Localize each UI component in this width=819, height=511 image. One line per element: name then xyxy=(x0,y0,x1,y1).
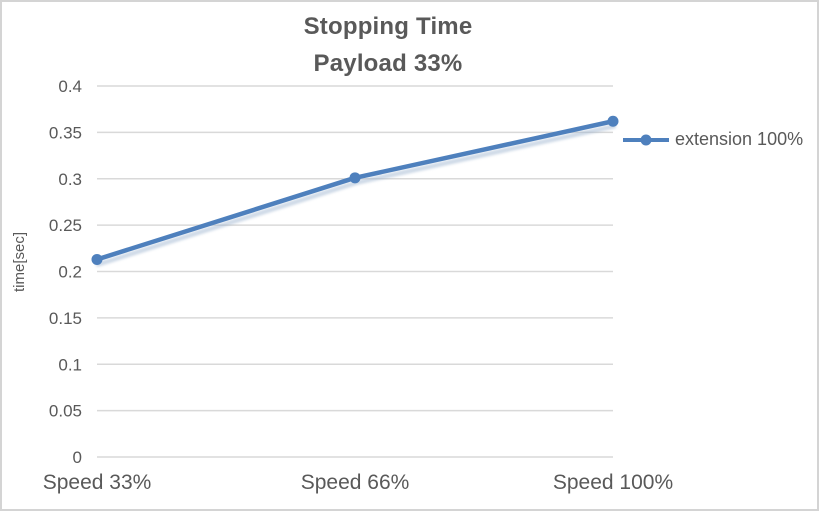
y-tick-label: 0.05 xyxy=(49,402,82,421)
y-tick-label: 0.4 xyxy=(58,77,82,96)
x-category-label: Speed 66% xyxy=(301,471,410,494)
chart-title-line1: Stopping Time xyxy=(303,13,473,40)
y-tick-label: 0.3 xyxy=(58,170,82,189)
legend-label: extension 100% xyxy=(675,129,804,149)
y-tick-label: 0.25 xyxy=(49,216,82,235)
data-point-marker xyxy=(607,115,619,127)
y-tick-label: 0 xyxy=(73,448,82,467)
legend-line-marker-icon xyxy=(623,134,669,145)
series-line-shadow xyxy=(95,123,617,267)
y-tick-label: 0.2 xyxy=(58,263,82,282)
x-category-label: Speed 33% xyxy=(43,471,152,494)
x-category-label: Speed 100% xyxy=(553,471,673,494)
data-point-marker xyxy=(349,172,361,184)
chart-title: Stopping Time Payload 33% xyxy=(2,8,774,82)
data-point-marker xyxy=(91,253,103,265)
y-tick-label: 0.1 xyxy=(58,355,82,374)
legend: extension 100% xyxy=(622,129,803,150)
y-tick-label: 0.15 xyxy=(49,309,82,328)
y-tick-label: 0.35 xyxy=(49,123,82,142)
chart-title-line2: Payload 33% xyxy=(313,50,463,77)
